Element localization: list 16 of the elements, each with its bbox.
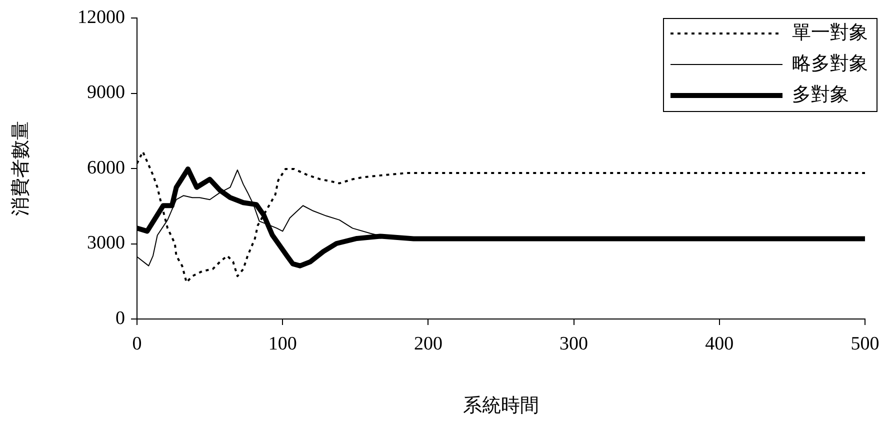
x-tick-label: 100 <box>268 333 297 354</box>
x-axis-title: 系統時間 <box>463 396 539 417</box>
legend-label: 單一對象 <box>792 22 868 44</box>
x-tick-label: 500 <box>850 333 880 354</box>
y-axis-title: 消費者數量 <box>10 121 32 216</box>
y-tick-label: 3000 <box>87 232 125 254</box>
y-tick-label: 0 <box>116 308 125 329</box>
legend-label: 略多對象 <box>792 53 868 74</box>
legend-label: 多對象 <box>792 84 849 106</box>
y-tick-label: 6000 <box>87 157 125 178</box>
x-tick-label: 0 <box>132 333 142 354</box>
y-tick-label: 12000 <box>78 6 125 28</box>
x-tick-label: 200 <box>414 333 442 354</box>
x-tick-label: 300 <box>560 333 588 354</box>
x-tick-label: 400 <box>705 333 734 354</box>
y-tick-label: 9000 <box>87 82 125 104</box>
